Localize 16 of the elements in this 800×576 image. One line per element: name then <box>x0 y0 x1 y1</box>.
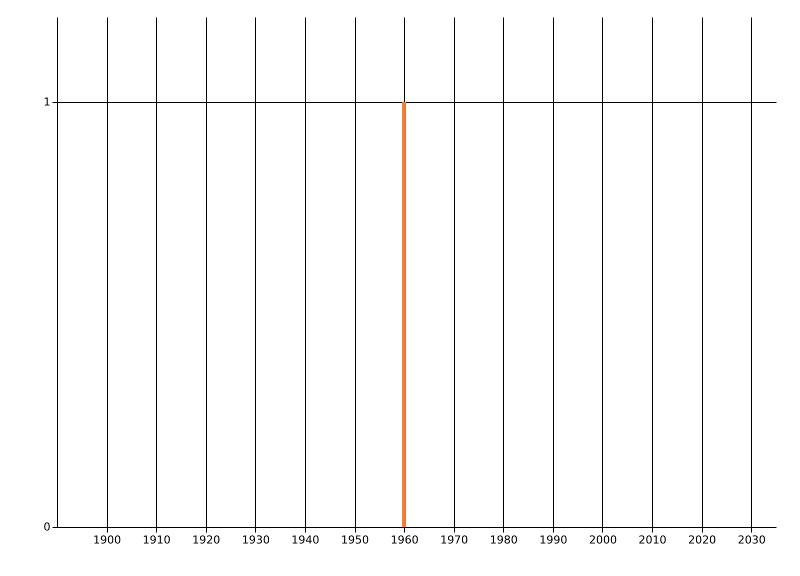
x-tick-label: 1960 <box>390 534 419 546</box>
x-tick-label: 2000 <box>588 534 617 546</box>
x-tick-label: 2030 <box>738 534 766 546</box>
x-tick-label: 1990 <box>539 534 568 546</box>
x-tick-label: 1930 <box>242 534 270 546</box>
x-tick-label: 1920 <box>192 534 220 546</box>
x-tick-label: 1940 <box>291 534 320 546</box>
x-tick-label: 2020 <box>688 534 716 546</box>
x-tick-label: 2010 <box>638 534 667 546</box>
x-tick-label: 1900 <box>93 534 122 546</box>
x-tick-label: 1950 <box>341 534 370 546</box>
y-tick-label: 1 <box>44 96 50 108</box>
x-tick-label: 1980 <box>490 534 518 546</box>
y-tick-label: 0 <box>44 520 50 534</box>
x-tick-label: 1910 <box>142 534 171 546</box>
x-tick-label: 1970 <box>440 534 468 546</box>
